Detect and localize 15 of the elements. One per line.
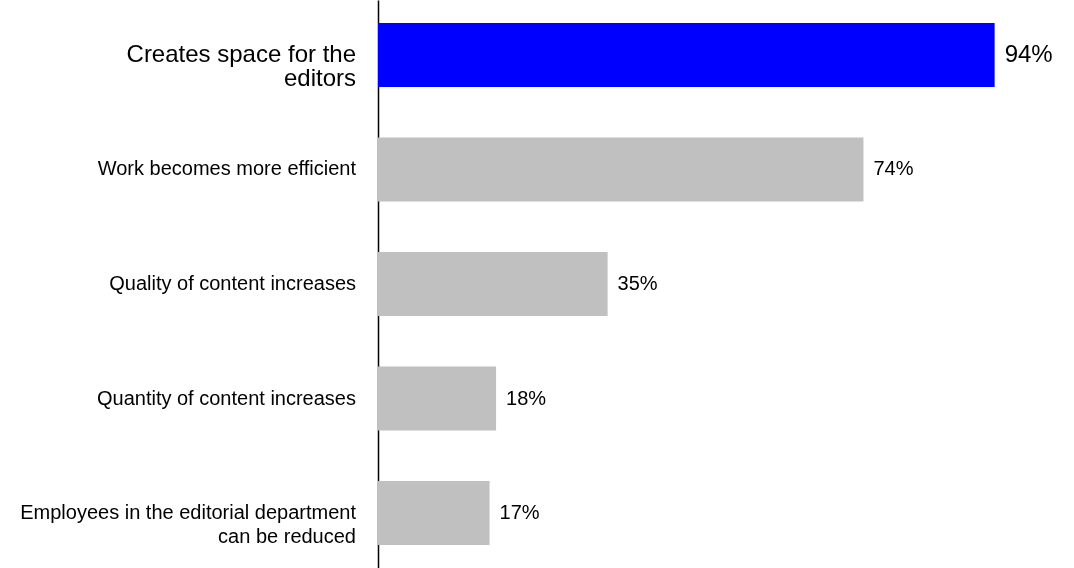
y-tick-label: Quality of content increases [109, 272, 356, 294]
data-label: 94% [1004, 39, 1053, 67]
data-label: 17% [499, 501, 540, 524]
bar [378, 366, 497, 431]
y-tick-label: Quantity of content increases [96, 386, 356, 409]
bar [378, 22, 995, 88]
bar [378, 137, 864, 202]
y-tick-label: Employees in the editorial department can be reduced [20, 501, 357, 548]
data-label: 74% [873, 157, 914, 180]
bar [378, 480, 490, 546]
y-tick-label: Creates space for the editors [126, 39, 356, 91]
bar [378, 251, 608, 317]
data-label: 18% [506, 386, 547, 409]
y-tick-label: Work becomes more efficient [97, 157, 357, 180]
data-label: 35% [617, 272, 658, 294]
